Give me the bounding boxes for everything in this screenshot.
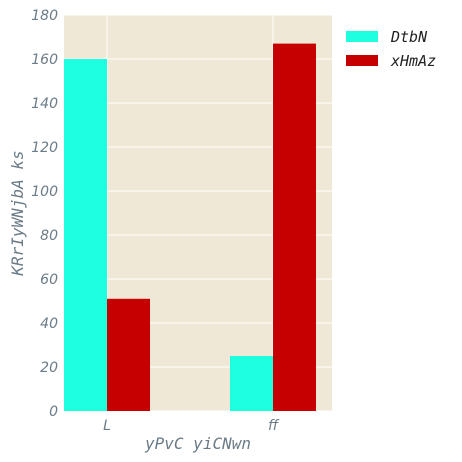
legend-swatch-DtbN bbox=[346, 31, 378, 42]
bar-DtbN-ff bbox=[230, 356, 273, 411]
y-tick-label: 120 bbox=[31, 140, 58, 156]
y-tick-label: 40 bbox=[40, 316, 58, 332]
legend-label-DtbN: DtbN bbox=[390, 28, 428, 46]
x-tick-label: ff bbox=[268, 418, 280, 434]
y-tick-label: 20 bbox=[40, 360, 58, 376]
bar-xHmAz-ff bbox=[273, 43, 316, 411]
bar-xHmAz-L bbox=[107, 298, 150, 411]
y-tick-label: 0 bbox=[49, 404, 58, 420]
y-tick-label: 180 bbox=[31, 8, 58, 24]
y-axis-label: KRrIyWNjbA ks bbox=[8, 150, 27, 276]
x-axis-label: yPvC yiCNwn bbox=[144, 434, 251, 453]
y-tick-label: 80 bbox=[40, 228, 58, 244]
legend-label-xHmAz: xHmAz bbox=[390, 52, 436, 70]
y-tick-label: 100 bbox=[31, 184, 58, 200]
y-tick-label: 160 bbox=[31, 52, 58, 68]
y-tick-label: 140 bbox=[31, 96, 58, 112]
bars bbox=[64, 43, 316, 411]
legend-swatch-xHmAz bbox=[346, 55, 378, 66]
bar-DtbN-L bbox=[64, 59, 107, 411]
y-tick-label: 60 bbox=[40, 272, 58, 288]
x-tick-label: L bbox=[103, 418, 111, 434]
y-axis-ticks: 0 20 40 60 80 100 120 140 160 180 bbox=[31, 8, 58, 420]
legend: DtbN xHmAz bbox=[346, 28, 436, 70]
